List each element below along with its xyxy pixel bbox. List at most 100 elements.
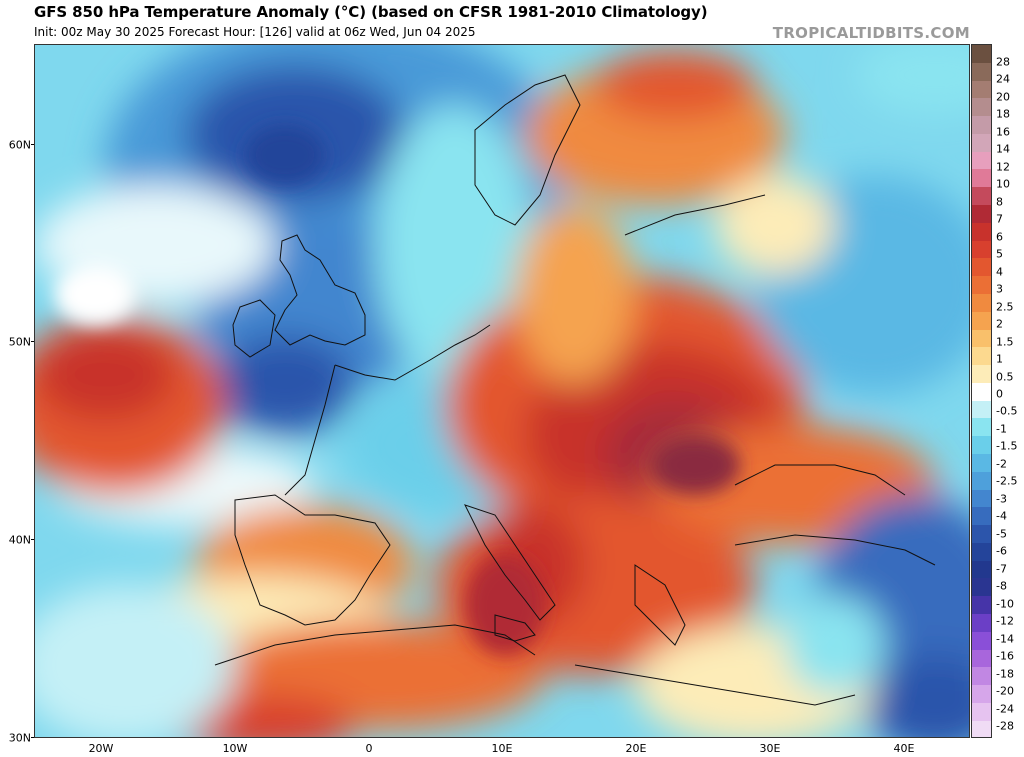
- ireland-outline: [232, 299, 276, 358]
- lat-label-50: 50N: [8, 335, 31, 349]
- colorbar-swatch: [972, 45, 991, 63]
- colorbar-label: 0.5: [996, 370, 1014, 384]
- black-sea-south-outline: [734, 534, 936, 566]
- colorbar-swatch: [972, 169, 991, 188]
- colorbar-swatch: [972, 649, 991, 668]
- colorbar-label: 24: [996, 72, 1010, 86]
- colorbar-swatch: [972, 489, 991, 508]
- lat-label-60: 60N: [8, 138, 31, 152]
- lat-label-40: 40N: [8, 533, 31, 547]
- lat-label-30: 30N: [8, 731, 31, 745]
- colorbar-swatch: [972, 347, 991, 366]
- colorbar-swatch: [972, 667, 991, 686]
- colorbar-label: 1: [996, 352, 1003, 366]
- colorbar-label: 2: [996, 317, 1003, 331]
- colorbar-swatch: [972, 614, 991, 632]
- lon-label-20w: 20W: [88, 742, 114, 755]
- colorbar-label: -14: [996, 632, 1014, 646]
- colorbar-label: 5: [996, 247, 1003, 261]
- great-britain-outline: [274, 234, 366, 346]
- sicily-outline: [494, 614, 536, 642]
- lon-label-30e: 30E: [759, 742, 781, 755]
- colorbar-label: -0.5: [996, 404, 1018, 418]
- lat-tick-60: [31, 144, 34, 145]
- map-title: GFS 850 hPa Temperature Anomaly (°C) (ba…: [34, 3, 708, 21]
- colorbar-label: -5: [996, 527, 1007, 541]
- libya-egypt-coast-outline: [574, 664, 856, 706]
- lat-tick-40: [31, 539, 34, 540]
- colorbar-swatch: [972, 400, 991, 419]
- anomaly-map: [34, 44, 970, 738]
- colorbar-swatch: [972, 151, 991, 170]
- colorbar-swatch: [972, 240, 991, 259]
- colorbar: [971, 44, 992, 738]
- iberia-outline: [234, 494, 391, 626]
- colorbar-swatch: [972, 471, 991, 490]
- lon-label-40e: 40E: [893, 742, 915, 755]
- colorbar-label: 14: [996, 142, 1010, 156]
- colorbar-label: -24: [996, 702, 1014, 716]
- colorbar-swatch: [972, 525, 991, 543]
- map-canvas: [35, 45, 969, 737]
- colorbar-swatch: [972, 507, 991, 526]
- colorbar-swatch: [972, 116, 991, 134]
- colorbar-label: -1: [996, 422, 1007, 436]
- colorbar-swatch: [972, 596, 991, 614]
- map-subtitle: Init: 00z May 30 2025 Forecast Hour: [12…: [34, 25, 476, 39]
- colorbar-swatch: [972, 222, 991, 241]
- lon-label-10e: 10E: [491, 742, 513, 755]
- colorbar-swatch: [972, 133, 991, 152]
- scandinavia-outline: [474, 74, 581, 226]
- colorbar-label: 0: [996, 387, 1003, 401]
- colorbar-label: 1.5: [996, 335, 1014, 349]
- colorbar-swatch: [972, 62, 991, 81]
- north-africa-coast-outline: [214, 624, 536, 666]
- lat-tick-30: [31, 737, 34, 738]
- colorbar-label: 2.5: [996, 300, 1014, 314]
- colorbar-label: -1.5: [996, 439, 1018, 453]
- colorbar-swatch: [972, 436, 991, 454]
- north-coast-outline: [334, 324, 491, 381]
- anomaly-detail: [55, 125, 740, 655]
- colorbar-swatch: [972, 418, 991, 437]
- colorbar-label: -3: [996, 492, 1007, 506]
- colorbar-swatch: [972, 702, 991, 721]
- colorbar-swatch: [972, 631, 991, 650]
- colorbar-label: -12: [996, 614, 1014, 628]
- lon-label-0: 0: [365, 742, 373, 755]
- colorbar-swatch: [972, 365, 991, 383]
- colorbar-swatch: [972, 685, 991, 703]
- colorbar-swatch: [972, 293, 991, 312]
- colorbar-label: 18: [996, 107, 1010, 121]
- colorbar-swatch: [972, 560, 991, 579]
- colorbar-label: -28: [996, 719, 1014, 733]
- colorbar-label: -18: [996, 667, 1014, 681]
- colorbar-swatch: [972, 453, 991, 472]
- colorbar-label: 20: [996, 90, 1010, 104]
- colorbar-swatch: [972, 80, 991, 99]
- colorbar-swatch: [972, 311, 991, 330]
- colorbar-label: 28: [996, 55, 1010, 69]
- colorbar-label: -16: [996, 649, 1014, 663]
- colorbar-swatch: [972, 542, 991, 561]
- colorbar-label: 8: [996, 195, 1003, 209]
- colorbar-label: 12: [996, 160, 1010, 174]
- baltic-south-outline: [624, 194, 766, 236]
- colorbar-label: 3: [996, 282, 1003, 296]
- brand-watermark[interactable]: TROPICALTIDBITS.COM: [772, 24, 970, 42]
- colorbar-label: -2.5: [996, 474, 1018, 488]
- colorbar-swatch: [972, 205, 991, 223]
- colorbar-label: 7: [996, 212, 1003, 226]
- lon-label-20e: 20E: [625, 742, 647, 755]
- colorbar-label: -2: [996, 457, 1007, 471]
- colorbar-label: -8: [996, 579, 1007, 593]
- france-west-coast-outline: [284, 364, 336, 496]
- colorbar-swatch: [972, 329, 991, 348]
- italy-outline: [464, 504, 556, 621]
- colorbar-label: -10: [996, 597, 1014, 611]
- colorbar-swatch: [972, 258, 991, 277]
- colorbar-swatch: [972, 578, 991, 597]
- colorbar-label: 4: [996, 265, 1003, 279]
- colorbar-swatch: [972, 276, 991, 294]
- coastlines: [214, 74, 936, 706]
